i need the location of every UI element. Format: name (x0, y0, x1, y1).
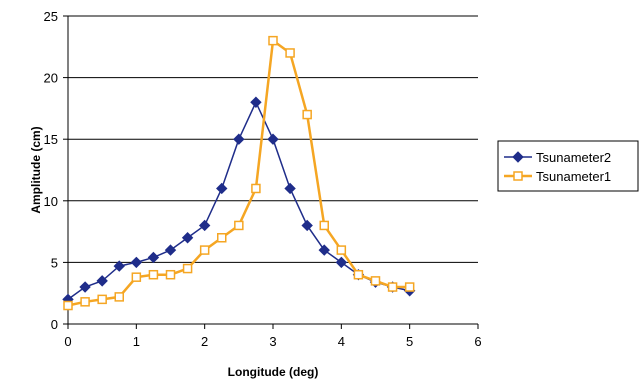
x-axis-title: Longitude (deg) (228, 365, 319, 379)
series-lines (62, 35, 416, 311)
data-point-tsunameter2 (250, 96, 262, 108)
y-tick-label: 10 (44, 194, 58, 209)
data-point-tsunameter1 (336, 245, 347, 255)
data-point-tsunameter1 (268, 35, 278, 46)
y-tick-label: 25 (44, 9, 58, 24)
data-point-tsunameter2 (198, 219, 211, 232)
data-point-tsunameter1 (251, 183, 261, 194)
legend-item-tsunameter2: Tsunameter2 (504, 150, 611, 165)
data-point-tsunameter1 (199, 245, 210, 255)
legend-label: Tsunameter1 (536, 169, 611, 184)
legend-label: Tsunameter2 (536, 150, 611, 165)
y-tick-label: 15 (44, 132, 58, 147)
legend-swatch-marker (513, 171, 523, 181)
series-tsunameter2 (62, 96, 416, 306)
data-point-tsunameter2 (96, 275, 108, 287)
y-tick-label: 0 (51, 317, 58, 332)
x-tick-label: 3 (269, 334, 276, 349)
tick-labels: 0 5 10 15 20 25 0 1 2 3 4 5 6 (44, 9, 482, 349)
data-point-tsunameter1 (302, 109, 312, 120)
y-tick-label: 20 (44, 71, 58, 86)
x-tick-label: 1 (133, 334, 140, 349)
axes (67, 16, 478, 325)
data-point-tsunameter2 (318, 244, 330, 256)
data-point-tsunameter2 (267, 133, 279, 145)
data-point-tsunameter1 (80, 297, 90, 307)
data-point-tsunameter2 (79, 281, 91, 293)
data-point-tsunameter1 (148, 269, 159, 280)
data-point-tsunameter2 (335, 256, 348, 269)
data-point-tsunameter1 (353, 269, 364, 280)
data-point-tsunameter1 (165, 269, 176, 280)
data-point-tsunameter1 (285, 48, 295, 58)
x-tick-label: 5 (406, 334, 413, 349)
data-point-tsunameter2 (130, 256, 143, 269)
series-tsunameter1 (63, 35, 415, 311)
data-point-tsunameter2 (113, 260, 125, 272)
data-point-tsunameter2 (284, 182, 296, 195)
data-point-tsunameter1 (387, 282, 398, 292)
data-point-tsunameter1 (63, 300, 73, 311)
data-point-tsunameter2 (181, 232, 194, 244)
data-point-tsunameter1 (404, 282, 415, 292)
legend-item-tsunameter1: Tsunameter1 (504, 169, 611, 184)
data-point-tsunameter2 (301, 219, 313, 232)
data-point-tsunameter1 (234, 220, 244, 231)
data-point-tsunameter2 (147, 251, 160, 264)
legend: Tsunameter2 Tsunameter1 (497, 140, 639, 192)
data-point-tsunameter1 (182, 263, 193, 274)
y-axis-title: Amplitude (cm) (29, 126, 43, 213)
data-point-tsunameter2 (216, 182, 228, 195)
data-point-tsunameter1 (131, 272, 142, 282)
legend-swatch-marker (512, 151, 524, 163)
x-tick-label: 2 (201, 334, 208, 349)
data-point-tsunameter1 (319, 220, 329, 231)
data-point-tsunameter2 (233, 133, 245, 145)
data-point-tsunameter1 (370, 276, 381, 286)
x-tick-label: 6 (474, 334, 481, 349)
data-point-tsunameter1 (97, 294, 107, 305)
data-point-tsunameter1 (217, 233, 227, 243)
y-tick-label: 5 (51, 255, 58, 270)
x-tick-label: 4 (338, 334, 345, 349)
legend-box (497, 140, 639, 192)
x-tick-label: 0 (64, 334, 71, 349)
data-point-tsunameter2 (164, 244, 177, 256)
data-point-tsunameter1 (114, 292, 124, 302)
